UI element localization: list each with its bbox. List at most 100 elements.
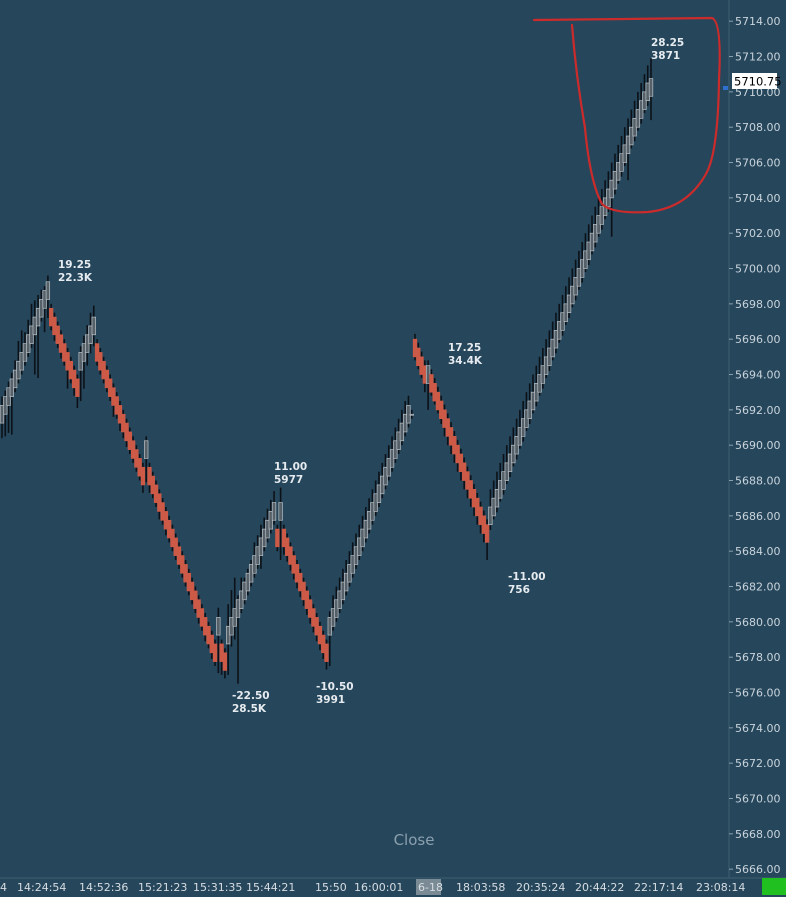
swing-volume-label: 34.4K — [448, 355, 483, 367]
price-tick-label: 5686.00 — [735, 510, 781, 523]
time-axis-labels: 4 14:24:54 14:52:36 15:21:23 15:31:35 15:44:2… — [0, 879, 745, 895]
current-price-badge — [732, 73, 777, 89]
price-tick-label: 5680.00 — [735, 616, 781, 629]
price-bar — [409, 409, 414, 419]
time-tick-label: 16:00:01 — [354, 881, 403, 894]
time-tick-label: 15:50 — [315, 881, 347, 894]
price-bar — [216, 607, 221, 674]
watermark-label: Close — [394, 831, 435, 849]
swing-points-label: -10.50 — [316, 681, 354, 693]
price-tick-label: 5702.00 — [735, 227, 781, 240]
price-axis-labels: 5714.00 5712.00 5710.00 5708.00 5706.00 5704.… — [729, 15, 781, 876]
connection-status-indicator[interactable] — [762, 878, 786, 895]
price-tick-label: 5706.00 — [735, 157, 781, 170]
bar-body — [275, 528, 280, 548]
bar-body — [140, 466, 146, 486]
swing-points-label: 19.25 — [58, 259, 91, 271]
swing-volume-label: 3871 — [651, 50, 680, 62]
price-bar — [91, 305, 96, 347]
bar-body — [484, 524, 490, 543]
bar-body — [45, 281, 51, 300]
price-tick-label: 5692.00 — [735, 404, 781, 417]
bar-body — [648, 78, 654, 97]
bar-body — [212, 643, 218, 662]
bar-body — [216, 617, 221, 636]
price-bars — [0, 58, 654, 684]
price-tick-label: 5682.00 — [735, 581, 781, 594]
time-axis[interactable] — [0, 878, 786, 897]
price-tick-label: 5714.00 — [735, 15, 781, 28]
price-bar — [140, 462, 146, 493]
price-tick-label: 5710.00 — [735, 86, 781, 99]
price-bar — [648, 58, 654, 121]
time-tick-label: 4 — [0, 881, 7, 894]
time-tick-label: 22:17:14 — [634, 881, 683, 894]
price-tick-label: 5672.00 — [735, 757, 781, 770]
price-bar — [222, 648, 228, 679]
current-price-label: 5710.75 — [734, 75, 782, 89]
bar-body — [324, 643, 329, 662]
bar-body — [222, 652, 228, 671]
time-tick-label: 15:31:35 — [193, 881, 242, 894]
price-tick-label: 5698.00 — [735, 298, 781, 311]
price-bar — [144, 436, 149, 483]
bar-body — [75, 378, 80, 397]
bar-body — [278, 502, 283, 521]
price-bar — [275, 524, 280, 552]
price-tick-label: 5700.00 — [735, 263, 781, 276]
time-tick-label: 15:21:23 — [138, 881, 187, 894]
bar-body — [409, 413, 414, 416]
time-tick-label: 23:08:14 — [696, 881, 745, 894]
price-tick-label: 5678.00 — [735, 651, 781, 664]
price-tick-label: 5674.00 — [735, 722, 781, 735]
price-tick-label: 5688.00 — [735, 475, 781, 488]
price-tick-label: 5694.00 — [735, 369, 781, 382]
price-tick-label: 5668.00 — [735, 828, 781, 841]
price-tick-label: 5684.00 — [735, 545, 781, 558]
time-tick-label: 15:44:21 — [246, 881, 295, 894]
swing-points-label: 11.00 — [274, 461, 307, 473]
swing-volume-label: 22.3K — [58, 272, 93, 284]
price-tick-label: 5704.00 — [735, 192, 781, 205]
swing-volume-label: 3991 — [316, 694, 345, 706]
swing-points-label: -22.50 — [232, 690, 270, 702]
price-axis[interactable] — [729, 0, 786, 878]
swing-volume-label: 5977 — [274, 474, 303, 486]
price-bar — [212, 639, 218, 667]
price-bar — [271, 491, 277, 525]
session-date-highlight — [416, 879, 441, 895]
bar-body — [144, 440, 149, 459]
price-bar — [324, 639, 329, 670]
time-tick-label: 14:52:36 — [79, 881, 128, 894]
price-tick-label: 5696.00 — [735, 333, 781, 346]
price-tick-label: 5676.00 — [735, 687, 781, 700]
swing-points-label: 28.25 — [651, 37, 684, 49]
time-tick-label: 14:24:54 — [17, 881, 66, 894]
time-tick-label: 20:44:22 — [575, 881, 624, 894]
swing-volume-label: 756 — [508, 584, 530, 596]
annotation-circle — [532, 16, 721, 214]
price-tick-label: 5690.00 — [735, 439, 781, 452]
swing-volume-label: 28.5K — [232, 703, 267, 715]
swing-points-label: 17.25 — [448, 342, 481, 354]
swing-points-label: -11.00 — [508, 571, 546, 583]
price-tick-label: 5670.00 — [735, 793, 781, 806]
bar-body — [271, 502, 277, 521]
time-tick-label: 6-18 — [418, 881, 443, 894]
price-tick-label: 5666.00 — [735, 863, 781, 876]
price-bar — [45, 275, 51, 318]
price-bar — [484, 519, 490, 561]
bar-body — [91, 316, 96, 336]
current-price-marker — [723, 86, 728, 90]
price-bar — [278, 487, 283, 561]
